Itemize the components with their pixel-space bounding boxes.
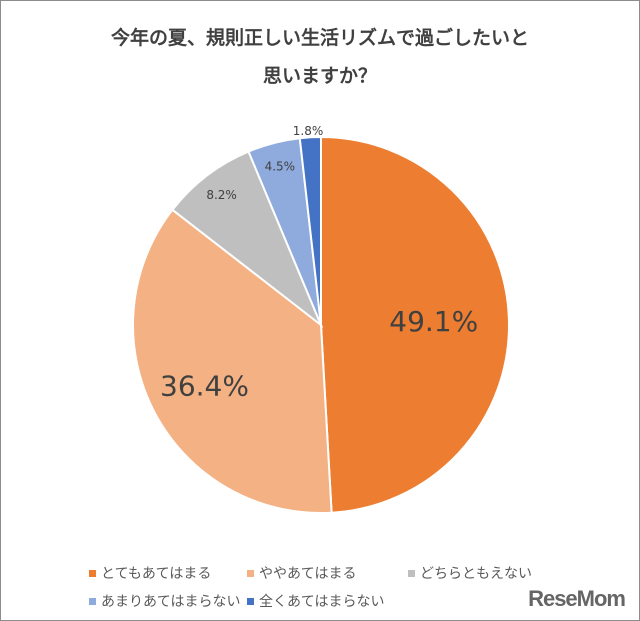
legend-label: 全くあてはまらない	[259, 594, 385, 610]
legend-swatch	[247, 569, 254, 577]
data-label-3: 4.5%	[265, 160, 296, 174]
legend-item: どちらともえない	[408, 563, 532, 583]
legend-swatch	[408, 569, 415, 577]
chart-title-line1: 今年の夏、規則正しい生活リズムで過ごしたいと	[110, 27, 529, 49]
legend-label: どちらともえない	[420, 566, 532, 582]
pie-slice-4	[298, 135, 322, 326]
legend-item: あまりあてはまらない	[89, 591, 240, 611]
legend-swatch	[247, 597, 254, 605]
legend-swatch	[89, 597, 96, 605]
resemom-logo: ReseMom	[528, 586, 626, 611]
data-label-1: 36.4%	[160, 370, 249, 403]
pie-slice-2	[171, 150, 324, 329]
pie-chart: 49.1% 36.4% 8.2% 4.5% 1.8%	[132, 124, 510, 514]
legend-label: とてもあてはまる	[101, 566, 212, 582]
data-label-4: 1.8%	[293, 124, 324, 138]
data-label-2: 8.2%	[206, 188, 237, 202]
legend-swatch	[89, 569, 96, 577]
chart-title-line2: 思いますか？	[262, 65, 377, 87]
pie-slice-1	[132, 208, 333, 514]
legend-item: 全くあてはまらない	[247, 591, 384, 611]
legend-label: あまりあてはまらない	[101, 594, 241, 610]
legend-item: ややあてはまる	[247, 563, 356, 583]
legend-item: とてもあてはまる	[89, 563, 211, 583]
pie-slice-0	[320, 135, 510, 514]
legend-label: ややあてはまる	[259, 566, 357, 582]
data-label-0: 49.1%	[389, 305, 478, 338]
